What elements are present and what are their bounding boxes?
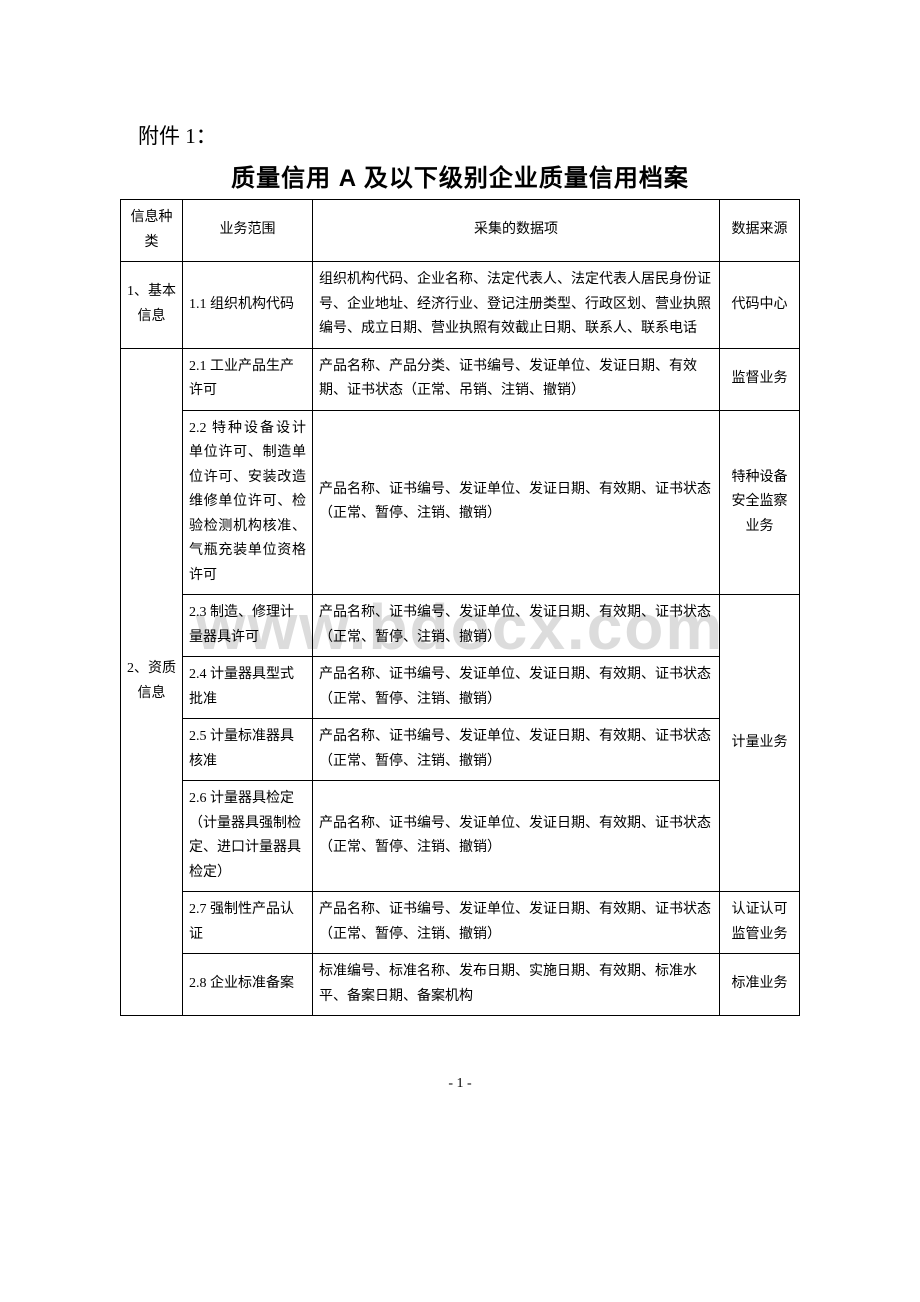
cell-scope: 1.1 组织机构代码: [183, 262, 313, 349]
attachment-label: 附件 1：: [138, 120, 800, 150]
cell-data: 产品名称、证书编号、发证单位、发证日期、有效期、证书状态（正常、暂停、注销、撤销…: [313, 657, 720, 719]
table-row: 2.2 特种设备设计单位许可、制造单位许可、安装改造维修单位许可、检验检测机构核…: [121, 410, 800, 595]
cell-data: 产品名称、证书编号、发证单位、发证日期、有效期、证书状态（正常、暂停、注销、撤销…: [313, 410, 720, 595]
cell-source: 代码中心: [720, 262, 800, 349]
table-row: 2.5 计量标准器具核准 产品名称、证书编号、发证单位、发证日期、有效期、证书状…: [121, 719, 800, 781]
cell-category: 1、基本信息: [121, 262, 183, 349]
cell-data: 产品名称、产品分类、证书编号、发证单位、发证日期、有效期、证书状态（正常、吊销、…: [313, 348, 720, 410]
cell-source: 特种设备安全监察业务: [720, 410, 800, 595]
page-number: - 1 -: [120, 1076, 800, 1092]
header-category: 信息种类: [121, 200, 183, 262]
table-header-row: 信息种类 业务范围 采集的数据项 数据来源: [121, 200, 800, 262]
cell-data: 产品名称、证书编号、发证单位、发证日期、有效期、证书状态（正常、暂停、注销、撤销…: [313, 719, 720, 781]
cell-scope: 2.7 强制性产品认证: [183, 892, 313, 954]
cell-scope: 2.4 计量器具型式批准: [183, 657, 313, 719]
document-title: 质量信用 A 及以下级别企业质量信用档案: [120, 158, 800, 193]
cell-scope: 2.1 工业产品生产许可: [183, 348, 313, 410]
cell-source: 监督业务: [720, 348, 800, 410]
cell-data: 产品名称、证书编号、发证单位、发证日期、有效期、证书状态（正常、暂停、注销、撤销…: [313, 595, 720, 657]
cell-source: 认证认可监管业务: [720, 892, 800, 954]
cell-scope: 2.8 企业标准备案: [183, 954, 313, 1016]
cell-data: 组织机构代码、企业名称、法定代表人、法定代表人居民身份证号、企业地址、经济行业、…: [313, 262, 720, 349]
cell-source: 计量业务: [720, 595, 800, 892]
table-row: 2.3 制造、修理计量器具许可 产品名称、证书编号、发证单位、发证日期、有效期、…: [121, 595, 800, 657]
table-row: 2.4 计量器具型式批准 产品名称、证书编号、发证单位、发证日期、有效期、证书状…: [121, 657, 800, 719]
table-row: 2.6 计量器具检定（计量器具强制检定、进口计量器具检定） 产品名称、证书编号、…: [121, 781, 800, 892]
cell-scope: 2.3 制造、修理计量器具许可: [183, 595, 313, 657]
cell-source: 标准业务: [720, 954, 800, 1016]
header-data-items: 采集的数据项: [313, 200, 720, 262]
header-source: 数据来源: [720, 200, 800, 262]
cell-data: 标准编号、标准名称、发布日期、实施日期、有效期、标准水平、备案日期、备案机构: [313, 954, 720, 1016]
table-row: 2.7 强制性产品认证 产品名称、证书编号、发证单位、发证日期、有效期、证书状态…: [121, 892, 800, 954]
cell-scope: 2.2 特种设备设计单位许可、制造单位许可、安装改造维修单位许可、检验检测机构核…: [183, 410, 313, 595]
table-row: 1、基本信息 1.1 组织机构代码 组织机构代码、企业名称、法定代表人、法定代表…: [121, 262, 800, 349]
credit-archive-table: 信息种类 业务范围 采集的数据项 数据来源 1、基本信息 1.1 组织机构代码 …: [120, 199, 800, 1016]
cell-data: 产品名称、证书编号、发证单位、发证日期、有效期、证书状态（正常、暂停、注销、撤销…: [313, 892, 720, 954]
table-row: 2、资质信息 2.1 工业产品生产许可 产品名称、产品分类、证书编号、发证单位、…: [121, 348, 800, 410]
table-row: 2.8 企业标准备案 标准编号、标准名称、发布日期、实施日期、有效期、标准水平、…: [121, 954, 800, 1016]
cell-scope: 2.6 计量器具检定（计量器具强制检定、进口计量器具检定）: [183, 781, 313, 892]
cell-scope: 2.5 计量标准器具核准: [183, 719, 313, 781]
cell-category: 2、资质信息: [121, 348, 183, 1016]
cell-data: 产品名称、证书编号、发证单位、发证日期、有效期、证书状态（正常、暂停、注销、撤销…: [313, 781, 720, 892]
header-scope: 业务范围: [183, 200, 313, 262]
